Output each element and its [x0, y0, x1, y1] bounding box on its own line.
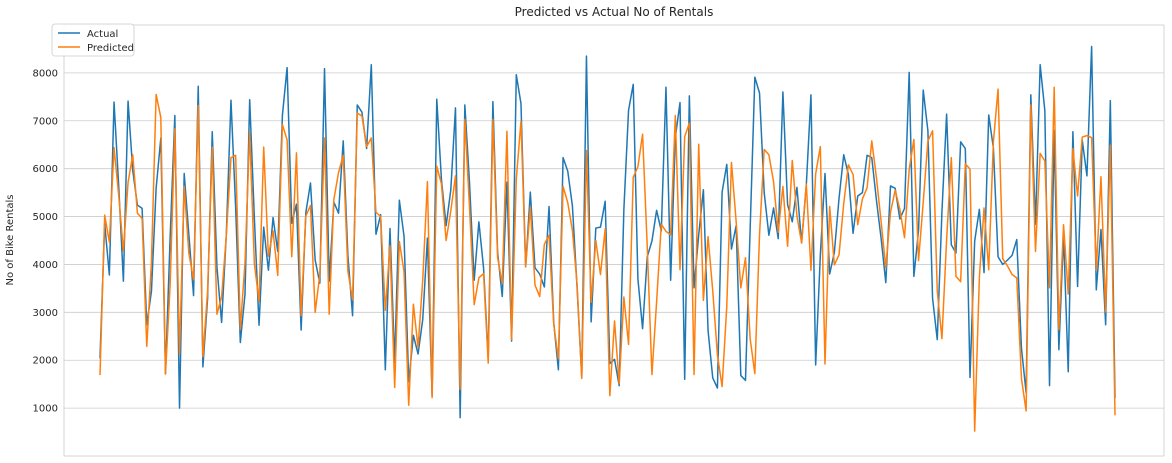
- legend: Actual Predicted: [51, 23, 135, 57]
- series-line-predicted: [99, 86, 1116, 432]
- y-axis: 1000 2000 3000 4000 5000 6000 7000 8000: [33, 68, 58, 414]
- series-lines: [99, 45, 1116, 432]
- y-tick-label: 2000: [33, 356, 58, 367]
- y-axis-title: No of Bike Rentals: [5, 194, 16, 285]
- y-tick-label: 6000: [33, 164, 58, 175]
- legend-box: [51, 23, 135, 57]
- y-tick-label: 1000: [33, 404, 58, 415]
- y-tick-label: 5000: [33, 212, 58, 223]
- y-tick-label: 8000: [33, 68, 58, 79]
- legend-label-actual: Actual: [87, 29, 118, 40]
- chart-title: Predicted vs Actual No of Rentals: [515, 5, 714, 19]
- y-tick-label: 3000: [33, 308, 58, 319]
- y-tick-label: 7000: [33, 116, 58, 127]
- y-tick-label: 4000: [33, 260, 58, 271]
- plot-area: [63, 24, 1165, 457]
- legend-label-predicted: Predicted: [87, 43, 134, 54]
- series-line-actual: [99, 45, 1116, 419]
